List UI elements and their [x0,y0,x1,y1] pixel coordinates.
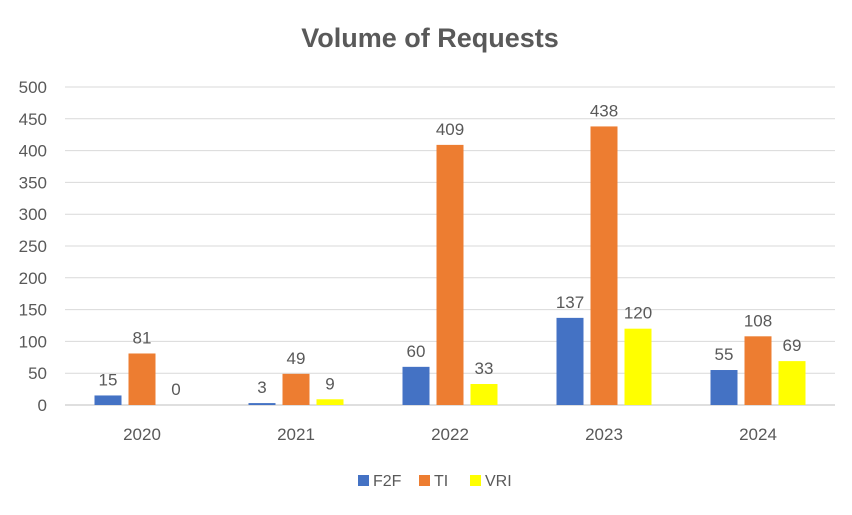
data-label: 33 [475,359,494,378]
y-tick-label: 50 [28,364,47,383]
y-tick-label: 150 [19,301,47,320]
legend-swatch [358,475,369,486]
data-label: 9 [325,374,334,393]
bar-ti-2021 [282,373,310,405]
data-label: 108 [744,311,772,330]
y-tick-label: 350 [19,173,47,192]
bar-f2f-2020 [94,395,122,405]
x-tick-label: 2021 [277,425,315,444]
data-label: 49 [287,349,306,368]
data-label: 55 [715,345,734,364]
bar-vri-2023 [624,328,652,405]
legend-item-f2f: F2F [358,473,402,490]
x-tick-label: 2020 [123,425,161,444]
data-label: 409 [436,120,464,139]
legend-label: VRI [485,473,512,490]
x-tick-label: 2022 [431,425,469,444]
legend-label: F2F [373,473,402,490]
data-label: 438 [590,101,618,120]
y-tick-label: 400 [19,142,47,161]
y-tick-label: 450 [19,110,47,129]
data-label: 81 [133,328,152,347]
data-label: 0 [171,380,180,399]
x-tick-label: 2024 [739,425,777,444]
bar-f2f-2024 [710,370,738,405]
legend-item-ti: TI [419,473,448,490]
y-tick-label: 300 [19,205,47,224]
data-label: 120 [624,304,652,323]
y-tick-label: 200 [19,269,47,288]
bar-f2f-2023 [556,317,584,405]
bar-vri-2024 [778,361,806,405]
data-label: 137 [556,293,584,312]
chart-title: Volume of Requests [301,23,559,53]
bar-f2f-2022 [402,366,430,405]
y-tick-label: 250 [19,237,47,256]
y-tick-label: 500 [19,78,47,97]
legend-swatch [470,475,481,486]
y-tick-label: 100 [19,332,47,351]
legend-swatch [419,475,430,486]
data-label: 69 [783,336,802,355]
data-label: 3 [257,378,266,397]
bar-ti-2022 [436,144,464,405]
bar-vri-2022 [470,384,498,405]
legend-label: TI [434,473,448,490]
bar-ti-2023 [590,126,618,405]
bar-ti-2020 [128,353,156,405]
x-tick-label: 2023 [585,425,623,444]
bar-ti-2024 [744,336,772,405]
legend-item-vri: VRI [470,473,512,490]
bar-vri-2021 [316,399,344,405]
data-label: 60 [407,342,426,361]
data-label: 15 [99,370,118,389]
bar-f2f-2021 [248,403,276,405]
y-tick-label: 0 [38,396,47,415]
